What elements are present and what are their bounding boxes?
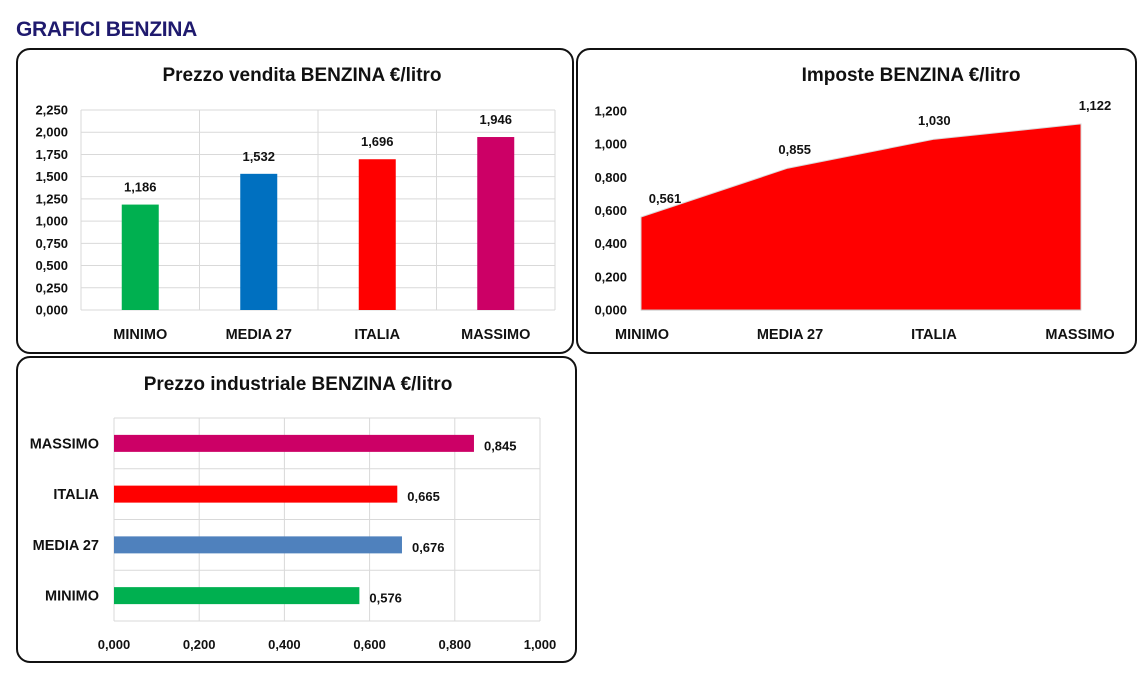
data-label: 0,845 [484, 438, 517, 453]
bar-italia [358, 159, 396, 310]
y-tick-label: 1,200 [594, 104, 627, 119]
bar-minimo [121, 204, 159, 310]
data-label: 0,676 [412, 540, 445, 555]
data-label: 1,030 [918, 113, 951, 128]
y-category-label: ITALIA [53, 487, 99, 503]
y-tick-label: 1,000 [35, 214, 68, 229]
x-tick-label: 0,000 [98, 637, 131, 652]
x-category-label: MASSIMO [1045, 327, 1114, 343]
y-category-label: MINIMO [45, 589, 99, 605]
y-tick-label: 0,250 [35, 280, 68, 295]
x-category-label: MEDIA 27 [226, 327, 292, 343]
bar-italia [114, 485, 398, 503]
y-tick-label: 1,750 [35, 147, 68, 162]
y-category-label: MEDIA 27 [33, 538, 99, 554]
data-label: 1,696 [361, 134, 394, 149]
x-category-label: MEDIA 27 [757, 327, 823, 343]
chart-title: Imposte BENZINA €/litro [802, 65, 1021, 86]
chart-panel-industriale: Prezzo industriale BENZINA €/litro 0,000 0… [16, 356, 577, 663]
data-label: 1,186 [124, 180, 157, 195]
y-tick-label: 1,500 [35, 169, 68, 184]
y-tick-label: 1,250 [35, 191, 68, 206]
data-label: 1,532 [242, 149, 275, 164]
data-label: 1,122 [1079, 98, 1112, 113]
chart-title: Prezzo vendita BENZINA €/litro [162, 65, 441, 86]
chart-panel-imposte: Imposte BENZINA €/litro 0,000 0,200 0,400 0,… [576, 48, 1137, 354]
y-tick-label: 2,000 [35, 125, 68, 140]
chart-imposte: Imposte BENZINA €/litro 0,000 0,200 0,400 0,… [594, 65, 1114, 343]
chart-title: Prezzo industriale BENZINA €/litro [144, 374, 453, 395]
y-tick-label: 0,750 [35, 236, 68, 251]
y-tick-label: 0,800 [594, 170, 627, 185]
area-series [640, 123, 1082, 311]
page-title: GRAFICI BENZINA [16, 18, 197, 41]
y-tick-label: 0,000 [594, 303, 627, 318]
x-tick-label: 0,200 [183, 637, 216, 652]
chart-panel-vendita: Prezzo vendita BENZINA €/litro 0,000 0,250… [16, 48, 574, 354]
bar-massimo [114, 434, 474, 452]
bar-massimo [477, 137, 515, 310]
x-tick-label: 0,600 [353, 637, 386, 652]
y-tick-label: 0,000 [35, 303, 68, 318]
bar-minimo [114, 587, 360, 605]
chart-industriale: Prezzo industriale BENZINA €/litro 0,000 0… [30, 374, 557, 652]
data-label: 0,576 [369, 591, 402, 606]
x-category-label: MINIMO [113, 327, 167, 343]
data-label: 1,946 [479, 112, 512, 127]
y-tick-label: 1,000 [594, 137, 627, 152]
bar-media-27 [114, 536, 402, 554]
chart-vendita: Prezzo vendita BENZINA €/litro 0,000 0,250… [35, 65, 556, 343]
y-tick-label: 0,500 [35, 258, 68, 273]
x-category-label: ITALIA [911, 327, 957, 343]
y-tick-label: 2,250 [35, 103, 68, 118]
x-tick-label: 0,800 [439, 637, 472, 652]
data-label: 0,855 [778, 142, 811, 157]
x-tick-label: 0,400 [268, 637, 301, 652]
x-category-label: ITALIA [354, 327, 400, 343]
y-category-label: MASSIMO [30, 436, 99, 452]
y-tick-label: 0,200 [594, 269, 627, 284]
data-label: 0,561 [649, 191, 682, 206]
x-category-label: MINIMO [615, 327, 669, 343]
y-tick-label: 0,400 [594, 236, 627, 251]
x-tick-label: 1,000 [524, 637, 557, 652]
bar-media-27 [240, 173, 278, 310]
data-label: 0,665 [407, 489, 440, 504]
y-tick-label: 0,600 [594, 203, 627, 218]
x-category-label: MASSIMO [461, 327, 530, 343]
